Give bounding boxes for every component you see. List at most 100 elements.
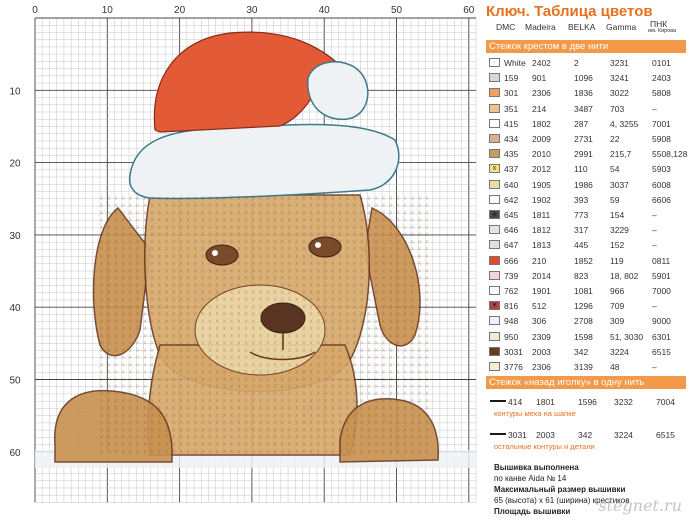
stitch-mark: x [281,247,284,253]
stitch-mark: x [382,427,385,433]
stitch-mark: x [288,232,291,238]
stitch-mark: x [389,442,392,448]
stitch-mark: x [295,283,298,289]
stitch-mark: x [331,326,334,332]
stitch-mark: x [114,391,117,397]
stitch-mark: x [151,268,154,274]
tick-label-top: 0 [32,5,38,16]
stitch-mark: x [100,218,103,224]
stitch-mark: x [418,355,421,361]
stitch-mark: x [274,225,277,231]
stitch-mark: x [216,333,219,339]
stitch-mark: x [122,312,125,318]
stitch-mark: x [180,283,183,289]
stitch-mark: x [107,304,110,310]
key-cell-gamma: 48 [610,362,620,372]
key-cell-madeira: 901 [532,73,547,84]
stitch-mark: x [237,442,240,448]
stitch-mark: x [158,210,161,216]
color-swatch [489,73,500,83]
stitch-mark: x [122,326,125,332]
stitch-mark: x [223,355,226,361]
stitch-mark: x [172,427,175,433]
stitch-mark: x [129,297,132,303]
stitch-mark: x [259,370,262,376]
tick-label-left: 60 [9,448,21,459]
stitch-mark: x [418,326,421,332]
stitch-mark: x [237,348,240,354]
stitch-mark: x [274,312,277,318]
stitch-mark: x [201,406,204,412]
stitch-mark: x [375,384,378,390]
stitch-mark: x [382,398,385,404]
stitch-mark: x [172,362,175,368]
stitch-mark: x [107,384,110,390]
stitch-mark: x [158,312,161,318]
stitch-mark: x [353,435,356,441]
stitch-mark: x [360,435,363,441]
stitch-mark: x [252,254,255,260]
stitch-mark: x [324,398,327,404]
stitch-mark: x [425,254,428,260]
stitch-mark: x [259,276,262,282]
stitch-mark: x [172,413,175,419]
stitch-mark: x [418,247,421,253]
stitch-mark: x [266,377,269,383]
stitch-mark: x [302,196,305,202]
stitch-mark: x [194,420,197,426]
stitch-mark: x [288,420,291,426]
stitch-mark: x [339,203,342,209]
stitch-mark: x [404,377,407,383]
stitch-mark: x [208,355,211,361]
stitch-mark: x [418,377,421,383]
stitch-mark: x [360,333,363,339]
stitch-mark: x [396,268,399,274]
stitch-mark: x [389,370,392,376]
stitch-mark: x [274,283,277,289]
stitch-mark: x [310,398,313,404]
watermark: stegnet.ru [598,496,682,515]
stitch-mark: x [346,304,349,310]
stitch-mark: x [288,333,291,339]
stitch-mark: x [288,362,291,368]
stitch-mark: x [187,391,190,397]
stitch-mark: x [281,384,284,390]
stitch-mark: x [237,391,240,397]
stitch-mark: x [281,413,284,419]
stitch-mark: x [143,239,146,245]
stitch-mark: x [223,297,226,303]
stitch-mark: x [360,232,363,238]
stitch-mark: x [187,348,190,354]
stitch-mark: x [216,384,219,390]
stitch-mark: x [360,218,363,224]
stitch-mark: x [295,276,298,282]
stitch-mark: x [187,413,190,419]
stitch-mark: x [324,406,327,412]
stitch-mark: x [100,384,103,390]
stitch-mark: x [216,290,219,296]
stitch-mark: x [360,449,363,455]
stitch-mark: x [295,427,298,433]
stitch-mark: x [346,391,349,397]
stitch-mark: x [180,341,183,347]
stitch-mark: x [339,225,342,231]
stitch-mark: x [237,239,240,245]
stitch-mark: x [266,247,269,253]
stitch-mark: x [136,297,139,303]
stitch-mark: x [216,377,219,383]
stitch-mark: x [180,435,183,441]
stitch-mark: x [346,427,349,433]
key-cell-madeira: 1811 [532,210,551,220]
stitch-mark: x [302,413,305,419]
stitch-mark: x [353,427,356,433]
stitch-mark: x [187,247,190,253]
stitch-mark: x [187,268,190,274]
stitch-mark: x [151,283,154,289]
stitch-mark: x [353,239,356,245]
stitch-mark: x [114,406,117,412]
stitch-mark: x [411,218,414,224]
stitch-mark: x [122,362,125,368]
stitch-mark: x [208,218,211,224]
stitch-mark: x [382,442,385,448]
stitch-mark: x [208,304,211,310]
